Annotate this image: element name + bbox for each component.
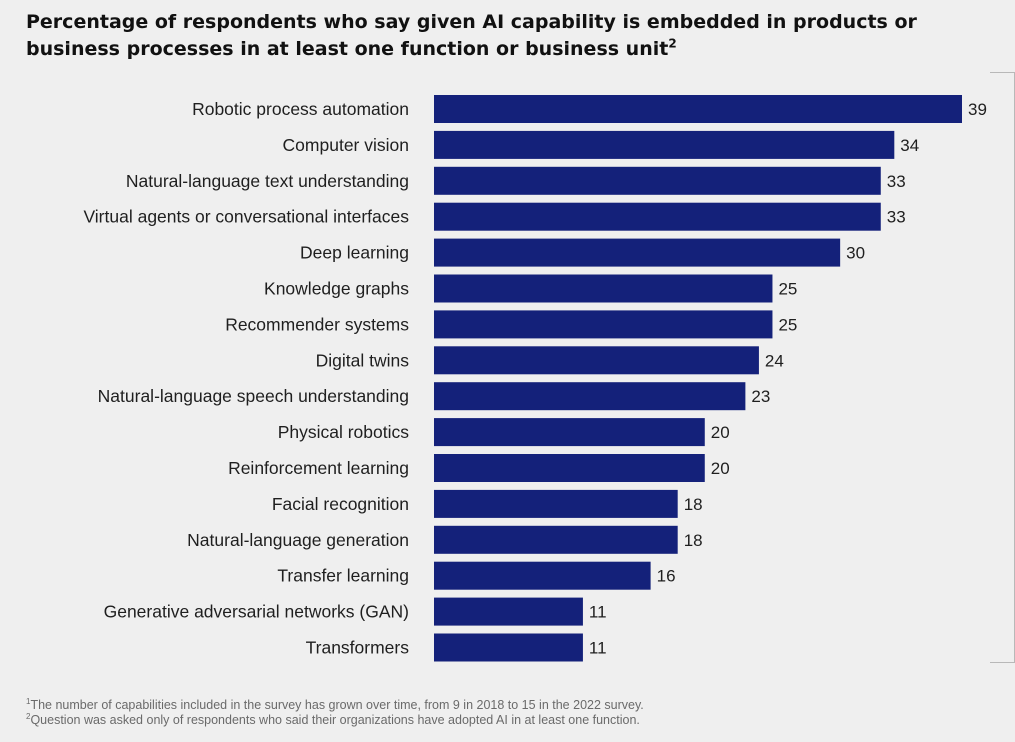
value-label-transformers: 11 (589, 639, 607, 658)
category-label-reinforcement-learning: Reinforcement learning (228, 458, 409, 478)
value-label-knowledge-graphs: 25 (778, 280, 797, 299)
footnote-1-marker: 1 (26, 696, 31, 706)
frame-line-bottom (990, 662, 1015, 663)
value-label-transfer-learning: 16 (657, 567, 676, 586)
category-label-knowledge-graphs: Knowledge graphs (264, 279, 409, 299)
category-label-transfer-learning: Transfer learning (277, 566, 409, 586)
bar-transformers (434, 633, 583, 662)
value-label-natural-language-speech-understanding: 23 (751, 387, 770, 406)
bar-natural-language-generation (434, 525, 678, 554)
category-label-facial-recognition: Facial recognition (272, 494, 409, 514)
value-label-reinforcement-learning: 20 (711, 459, 730, 478)
bar-physical-robotics (434, 418, 705, 447)
category-label-natural-language-generation: Natural-language generation (187, 530, 409, 550)
category-label-digital-twins: Digital twins (316, 350, 410, 370)
category-label-virtual-agents-or-conversational-interfaces: Virtual agents or conversational interfa… (83, 207, 409, 227)
value-label-recommender-systems: 25 (778, 315, 797, 334)
bar-virtual-agents-or-conversational-interfaces (434, 202, 881, 231)
value-label-natural-language-text-understanding: 33 (887, 172, 906, 191)
bar-computer-vision (434, 130, 895, 159)
value-label-digital-twins: 24 (765, 351, 784, 370)
category-label-natural-language-speech-understanding: Natural-language speech understanding (98, 386, 409, 406)
chart-title-text: Percentage of respondents who say given … (26, 11, 917, 60)
bar-natural-language-text-understanding (434, 166, 881, 195)
category-label-deep-learning: Deep learning (300, 243, 409, 263)
bar-generative-adversarial-networks-gan (434, 597, 583, 626)
footnote-2-marker: 2 (26, 711, 31, 721)
footnotes: 1The number of capabilities included in … (26, 696, 644, 728)
footnote-1-text: The number of capabilities included in t… (30, 698, 644, 712)
value-label-robotic-process-automation: 39 (968, 100, 987, 119)
title-footnote-marker: 2 (668, 36, 677, 51)
frame-line-top (990, 72, 1015, 73)
category-label-robotic-process-automation: Robotic process automation (192, 99, 409, 119)
value-label-generative-adversarial-networks-gan: 11 (589, 603, 607, 622)
footnote-2: 2Question was asked only of respondents … (26, 711, 644, 728)
value-label-facial-recognition: 18 (684, 495, 703, 514)
footnote-2-text: Question was asked only of respondents w… (30, 713, 640, 727)
category-label-natural-language-text-understanding: Natural-language text understanding (126, 171, 409, 191)
category-label-transformers: Transformers (306, 638, 410, 658)
category-label-computer-vision: Computer vision (283, 135, 409, 155)
category-label-generative-adversarial-networks-gan: Generative adversarial networks (GAN) (104, 602, 409, 622)
bar-deep-learning (434, 238, 841, 267)
chart-title: Percentage of respondents who say given … (26, 9, 986, 63)
value-label-natural-language-generation: 18 (684, 531, 703, 550)
bar-digital-twins (434, 346, 759, 375)
value-label-physical-robotics: 20 (711, 423, 730, 442)
bar-natural-language-speech-understanding (434, 382, 746, 411)
bar-transfer-learning (434, 561, 651, 590)
value-label-computer-vision: 34 (900, 136, 919, 155)
bar-knowledge-graphs (434, 274, 773, 303)
footnote-1: 1The number of capabilities included in … (26, 696, 644, 713)
bar-robotic-process-automation (434, 95, 962, 123)
bar-reinforcement-learning (434, 454, 705, 482)
category-label-physical-robotics: Physical robotics (278, 422, 410, 442)
value-label-deep-learning: 30 (846, 244, 865, 263)
category-label-recommender-systems: Recommender systems (225, 314, 409, 334)
bar-recommender-systems (434, 310, 773, 339)
value-label-virtual-agents-or-conversational-interfaces: 33 (887, 208, 906, 227)
bar-facial-recognition (434, 489, 678, 518)
